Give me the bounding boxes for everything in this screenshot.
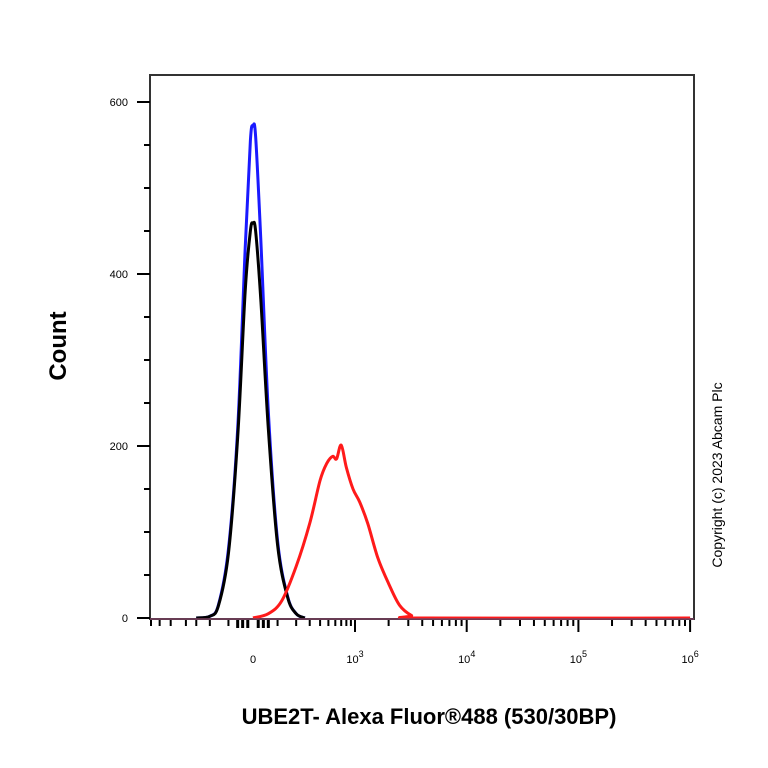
y-tick-label: 600 bbox=[110, 97, 128, 109]
copyright-text: Copyright (c) 2023 Abcam Plc bbox=[709, 382, 725, 567]
y-tick-label: 0 bbox=[122, 613, 128, 625]
histogram-curves bbox=[196, 122, 691, 620]
y-tick-label: 400 bbox=[110, 269, 128, 281]
curve-blue-control bbox=[196, 122, 306, 620]
x-tick-label: 104 bbox=[458, 649, 475, 666]
x-tick-label: 106 bbox=[681, 649, 698, 666]
curve-red-UBE2T bbox=[252, 443, 691, 620]
y-axis: 0 200 400 600 bbox=[110, 97, 150, 625]
y-tick-label: 200 bbox=[110, 441, 128, 453]
x-tick-label: 103 bbox=[346, 649, 363, 666]
x-tick-label: 0 bbox=[250, 654, 256, 666]
y-axis-title: Count bbox=[45, 311, 72, 380]
x-axis: 0 103 104 105 106 bbox=[150, 620, 699, 666]
curve-black-control bbox=[196, 220, 306, 620]
x-tick-label: 105 bbox=[570, 649, 587, 666]
x-axis-title: UBE2T- Alexa Fluor®488 (530/30BP) bbox=[242, 704, 617, 729]
